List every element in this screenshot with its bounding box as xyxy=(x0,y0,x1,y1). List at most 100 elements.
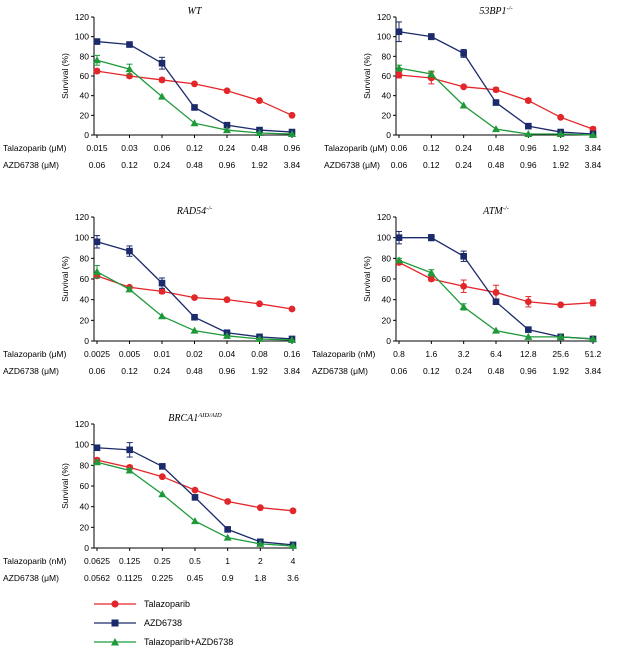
data-point-square xyxy=(159,463,166,470)
x-row1-tick-label: 1.92 xyxy=(552,143,569,153)
data-point-square xyxy=(93,38,101,45)
x-row1-label: Talazoparib (nM) xyxy=(312,349,375,359)
series-combo xyxy=(93,265,296,343)
y-tick-label: 60 xyxy=(80,71,90,81)
data-point-triangle xyxy=(93,56,101,64)
x-row1-tick-label: 0.0025 xyxy=(84,349,110,359)
legend-label-talazoparib: Talazoparib xyxy=(144,598,191,609)
data-point-triangle xyxy=(125,466,134,474)
data-point-triangle xyxy=(524,130,533,138)
series-combo xyxy=(395,64,597,138)
y-tick-label: 40 xyxy=(80,502,90,512)
y-tick-label: 20 xyxy=(80,315,90,325)
data-point-circle xyxy=(460,282,468,290)
x-row2-label: AZD6738 (μM) xyxy=(3,366,59,376)
y-tick-label: 40 xyxy=(80,91,90,101)
y-tick-label: 0 xyxy=(84,130,89,140)
x-row1-tick-label: 0.015 xyxy=(86,143,108,153)
legend-item-combo: Talazoparib+AZD6738 xyxy=(94,632,354,651)
x-row2-tick-label: 0.12 xyxy=(121,160,138,170)
data-point-triangle xyxy=(427,70,436,78)
y-axis-label: Survival (%) xyxy=(60,53,70,99)
x-row2-tick-label: 0.24 xyxy=(154,366,171,376)
chart-title-superscript: -/- xyxy=(206,205,212,212)
y-tick-label: 100 xyxy=(75,440,89,450)
data-point-triangle xyxy=(459,302,468,310)
y-tick-label: 60 xyxy=(80,481,90,491)
data-point-triangle xyxy=(256,539,265,547)
data-point-triangle xyxy=(93,267,101,275)
data-point-circle xyxy=(288,305,296,313)
data-point-circle xyxy=(223,87,231,95)
chart-title: BRCA1AID/AID xyxy=(168,412,222,424)
data-point-square xyxy=(525,122,532,130)
x-row2-tick-label: 0.12 xyxy=(121,366,138,376)
y-tick-label: 120 xyxy=(75,419,89,429)
chart-title: 53BP1-/- xyxy=(479,5,512,17)
y-tick-label: 40 xyxy=(382,295,392,305)
series-talazoparib xyxy=(93,456,297,515)
y-tick-label: 80 xyxy=(382,51,392,61)
data-point-square xyxy=(460,50,467,57)
x-row1-tick-label: 51.2 xyxy=(585,349,602,359)
data-point-square xyxy=(395,234,403,241)
y-axis-label: Survival (%) xyxy=(60,256,70,302)
data-point-square xyxy=(492,99,500,106)
y-tick-label: 80 xyxy=(382,253,392,263)
x-row1-tick-label: 0.96 xyxy=(284,143,301,153)
x-row1-tick-label: 0.06 xyxy=(154,143,171,153)
x-row1-label: Talazoparib (μM) xyxy=(324,143,388,153)
legend-marker-square-icon xyxy=(94,619,136,626)
data-point-square xyxy=(428,33,435,40)
x-row2-tick-label: 1.92 xyxy=(552,366,569,376)
data-point-triangle xyxy=(589,131,597,138)
y-tick-label: 40 xyxy=(80,295,90,305)
data-point-circle xyxy=(256,504,264,512)
x-row1-tick-label: 0.06 xyxy=(391,143,408,153)
data-point-square xyxy=(126,446,133,454)
chart-title-superscript: -/- xyxy=(507,5,513,12)
series-talazoparib xyxy=(395,71,597,133)
x-row2-tick-label: 0.06 xyxy=(89,160,106,170)
data-point-square xyxy=(93,238,101,246)
x-row2-tick-label: 3.84 xyxy=(585,366,602,376)
x-row1-tick-label: 0.24 xyxy=(219,143,236,153)
y-tick-label: 120 xyxy=(75,212,89,222)
y-tick-label: 120 xyxy=(377,12,391,22)
y-tick-label: 20 xyxy=(382,110,392,120)
y-tick-label: 20 xyxy=(80,110,90,120)
series-line-azd6738 xyxy=(96,241,293,340)
data-point-triangle xyxy=(395,256,403,264)
data-point-circle xyxy=(158,473,166,481)
chart-title-main: BRCA1 xyxy=(168,413,198,424)
y-tick-label: 80 xyxy=(80,460,90,470)
x-row1-tick-label: 0.03 xyxy=(121,143,138,153)
data-point-triangle xyxy=(589,334,597,342)
data-point-triangle xyxy=(288,335,296,343)
x-row1-tick-label: 0.25 xyxy=(154,556,171,566)
data-point-square xyxy=(223,121,231,129)
data-point-triangle xyxy=(125,65,134,73)
x-row1-tick-label: 4 xyxy=(291,556,296,566)
x-row1-tick-label: 0.005 xyxy=(119,349,141,359)
chart-title: ATM-/- xyxy=(482,205,509,217)
x-row2-tick-label: 0.06 xyxy=(391,160,408,170)
x-row1-tick-label: 0.12 xyxy=(423,143,440,153)
series-combo xyxy=(93,458,297,549)
data-point-circle xyxy=(191,294,198,301)
x-row1-label: Talazoparib (μM) xyxy=(3,349,67,359)
x-row2-tick-label: 1.92 xyxy=(251,366,268,376)
legend-marker-triangle-icon xyxy=(94,637,136,645)
y-axis-label: Survival (%) xyxy=(60,463,70,509)
x-row1-tick-label: 0.0625 xyxy=(84,556,110,566)
x-row2-tick-label: 0.9 xyxy=(222,573,234,583)
x-row2-tick-label: 0.48 xyxy=(488,160,505,170)
x-row2-tick-label: 0.96 xyxy=(219,160,236,170)
x-row1-tick-label: 0.8 xyxy=(393,349,405,359)
data-point-triangle xyxy=(289,541,297,549)
data-point-circle xyxy=(191,486,199,494)
data-point-square xyxy=(191,104,198,111)
y-tick-label: 100 xyxy=(377,233,391,243)
x-row2-tick-label: 0.06 xyxy=(89,366,106,376)
x-row2-tick-label: 0.12 xyxy=(423,160,440,170)
